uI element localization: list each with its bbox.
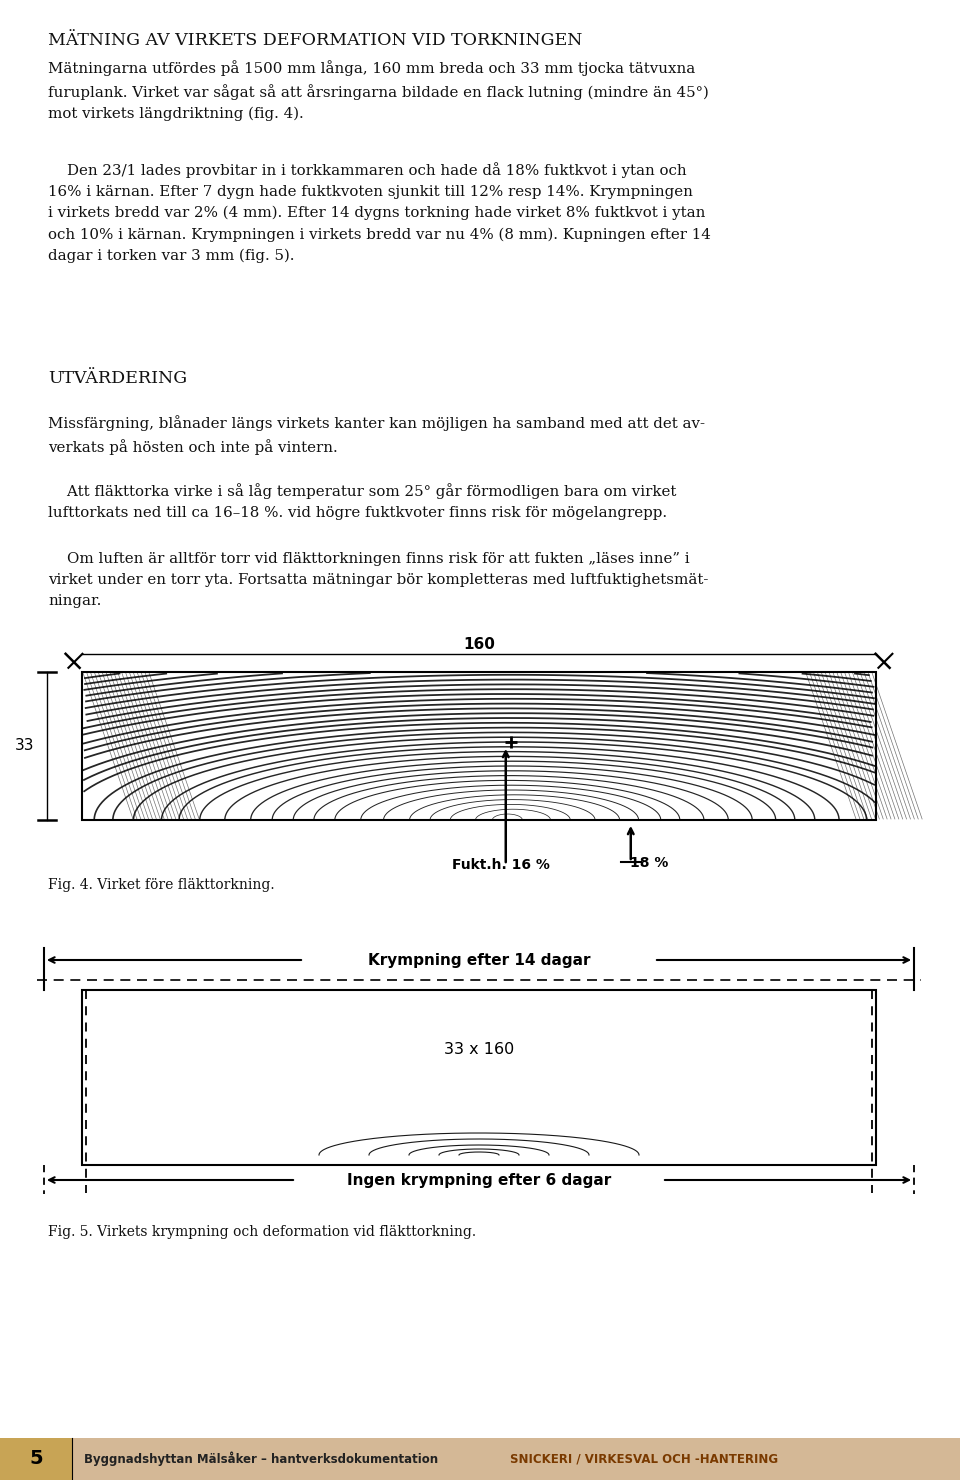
Text: Att fläkttorka virke i så låg temperatur som 25° går förmodligen bara om virket
: Att fläkttorka virke i så låg temperatur… [48,482,677,519]
Text: Fig. 5. Virkets krympning och deformation vid fläkttorkning.: Fig. 5. Virkets krympning och deformatio… [48,1225,476,1239]
Text: 18 %: 18 % [630,855,668,870]
Text: Krympning efter 14 dagar: Krympning efter 14 dagar [368,953,590,968]
Text: Fig. 4. Virket före fläkttorkning.: Fig. 4. Virket före fläkttorkning. [48,878,275,892]
Text: Missfärgning, blånader längs virkets kanter kan möjligen ha samband med att det : Missfärgning, blånader längs virkets kan… [48,414,705,454]
Text: Byggnadshyttan Mälsåker – hantverksdokumentation: Byggnadshyttan Mälsåker – hantverksdokum… [84,1452,438,1467]
Text: 5: 5 [29,1449,43,1468]
Text: UTVÄRDERING: UTVÄRDERING [48,370,187,386]
Text: Ingen krympning efter 6 dagar: Ingen krympning efter 6 dagar [347,1172,612,1187]
Text: Fukt.h. 16 %: Fukt.h. 16 % [452,858,550,872]
Text: 33: 33 [14,739,34,753]
Text: 160: 160 [463,636,495,653]
Text: Den 23/1 lades provbitar in i torkkammaren och hade då 18% fuktkvot i ytan och
1: Den 23/1 lades provbitar in i torkkammar… [48,161,710,263]
Text: Om luften är alltför torr vid fläkttorkningen finns risk för att fukten „läses i: Om luften är alltför torr vid fläkttorkn… [48,552,708,608]
Text: 33 x 160: 33 x 160 [444,1042,515,1058]
Text: Mätningarna utfördes på 1500 mm långa, 160 mm breda och 33 mm tjocka tätvuxna
fu: Mätningarna utfördes på 1500 mm långa, 1… [48,61,708,121]
Bar [82,990,876,1165]
Bar [0,1439,960,1480]
Text: MÄTNING AV VIRKETS DEFORMATION VID TORKNINGEN: MÄTNING AV VIRKETS DEFORMATION VID TORKN… [48,33,583,49]
Text: SNICKERI / VIRKESVAL OCH -HANTERING: SNICKERI / VIRKESVAL OCH -HANTERING [510,1452,779,1465]
Bar [0,1439,72,1480]
Bar [82,672,876,820]
